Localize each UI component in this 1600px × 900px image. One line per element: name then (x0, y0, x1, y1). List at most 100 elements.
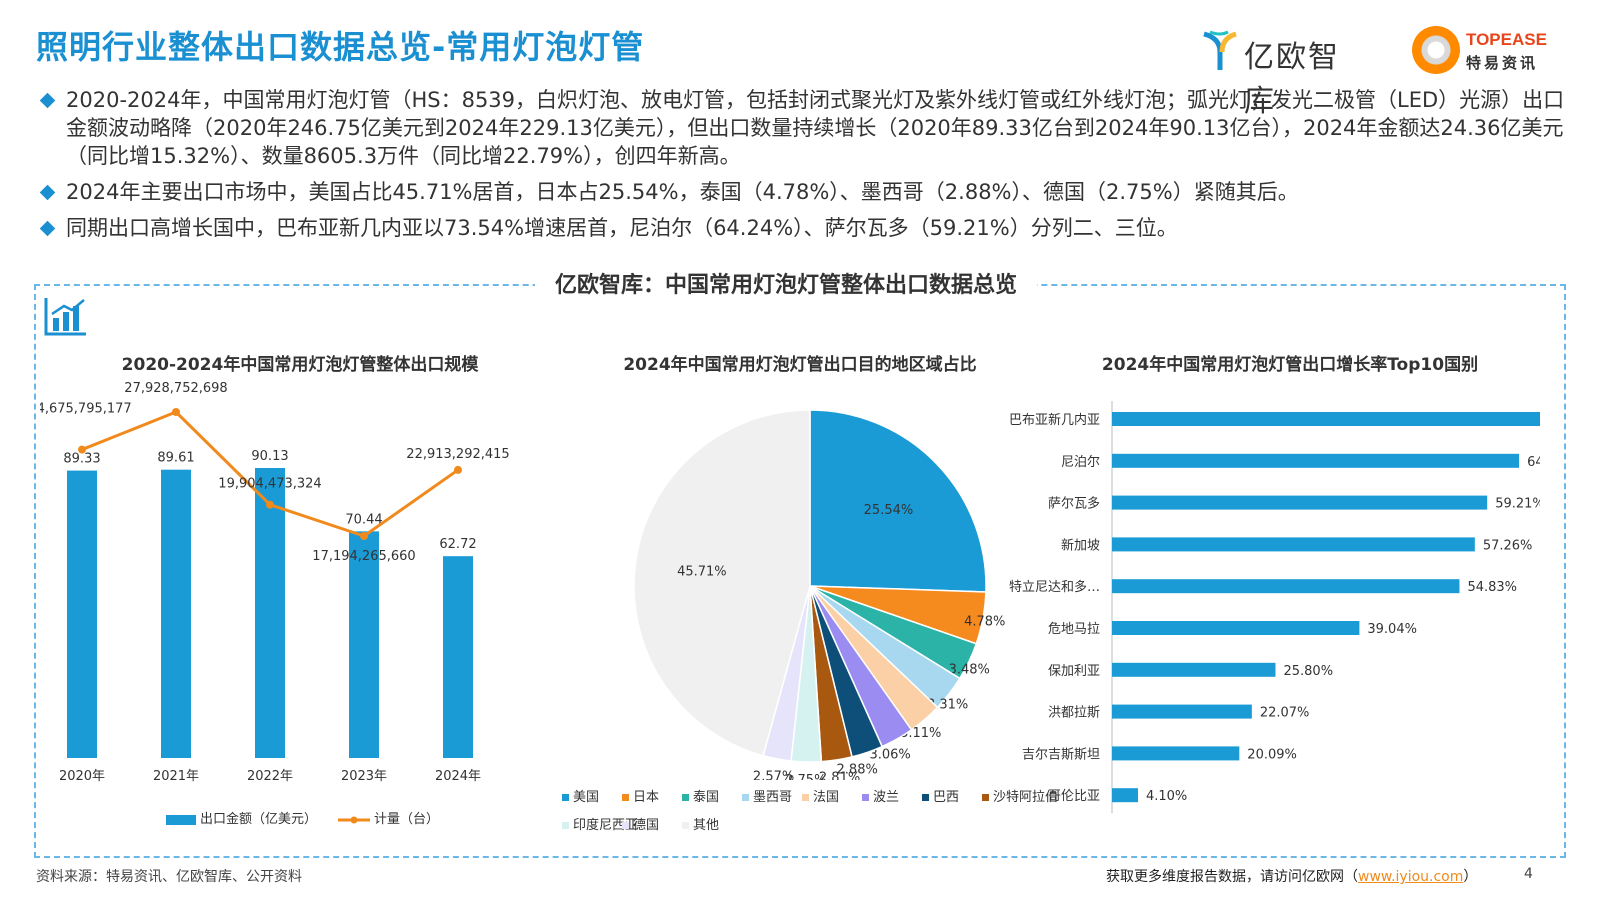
x-tick-label: 2024年 (435, 769, 481, 784)
bar (1112, 453, 1520, 468)
line-value-label: 19,904,473,324 (218, 477, 321, 492)
pie-value-label: 3.31% (927, 697, 968, 712)
destination-pie-chart: 25.54%4.78%3.48%3.31%3.11%3.06%2.88%2.81… (633, 409, 1005, 780)
legend-label: 美国 (573, 790, 600, 805)
legend-label: 德国 (633, 818, 660, 833)
legend-item: 巴西 (922, 786, 959, 805)
legend-label: 法国 (813, 790, 840, 805)
yiou-logo: 亿欧智库 (1200, 24, 1370, 119)
y-tick-label: 吉尔吉斯斯坦 (1022, 747, 1100, 762)
line-value-label: 24,675,795,177 (40, 402, 132, 417)
diamond-icon (39, 184, 56, 201)
page-title: 照明行业整体出口数据总览-常用灯泡灯管 (36, 28, 645, 66)
legend-swatch (862, 794, 869, 801)
bar (1112, 621, 1360, 635)
legend-item: 波兰 (862, 786, 899, 805)
x-tick-label: 2020年 (59, 769, 105, 784)
pie-slice (809, 409, 987, 593)
bar-value-label: 4.10% (1146, 789, 1187, 804)
legend-swatch (562, 822, 569, 829)
bar-value-label: 39.04% (1367, 622, 1417, 637)
legend-item-amount: 出口金额（亿美元） (166, 808, 317, 827)
bar (1112, 537, 1475, 552)
topease-logo-en: TOPEASE (1466, 30, 1547, 49)
bar-value-label: 89.33 (63, 452, 100, 467)
bar (161, 469, 191, 758)
legend-swatch (922, 794, 929, 801)
summary-bullets: 2020-2024年，中国常用灯泡灯管（HS：8539，白炽灯泡、放电灯管，包括… (36, 86, 1576, 250)
legend-swatch (562, 794, 569, 801)
line-value-label: 17,194,265,660 (312, 549, 415, 564)
line-value-label: 27,928,752,698 (124, 381, 227, 396)
legend-line-swatch (338, 816, 370, 823)
footer-note: 获取更多维度报告数据，请访问亿欧网（www.iyiou.com） (1106, 866, 1477, 886)
legend-item: 印度尼西亚 (562, 814, 638, 833)
pie-value-label: 3.06% (869, 748, 910, 763)
pie-value-label: 3.48% (949, 662, 990, 677)
chart1-legend: 出口金额（亿美元） 计量（台） (166, 808, 486, 828)
growth-top10-chart: 巴布亚新几内亚73.54%尼泊尔64.24%萨尔瓦多59.21%新加坡57.26… (1009, 401, 1540, 813)
line-value-label: 22,913,292,415 (406, 447, 509, 462)
pie-value-label: 2.57% (753, 770, 794, 780)
bullet-text: 2024年主要出口市场中，美国占比45.71%居首，日本占25.54%，泰国（4… (66, 180, 1299, 204)
bar (1112, 704, 1252, 719)
legend-swatch (682, 794, 689, 801)
legend-label: 出口金额（亿美元） (200, 812, 318, 827)
footer-text: 获取更多维度报告数据，请访问亿欧网（ (1106, 869, 1358, 885)
y-tick-label: 巴布亚新几内亚 (1009, 412, 1100, 428)
pie-value-label: 45.71% (677, 564, 727, 579)
line-point (454, 465, 462, 474)
y-tick-label: 保加利亚 (1048, 664, 1100, 679)
diamond-icon (39, 220, 56, 237)
bullet-1: 2020-2024年，中国常用灯泡灯管（HS：8539，白炽灯泡、放电灯管，包括… (36, 86, 1576, 170)
bullet-text: 同期出口高增长国中，巴布亚新几内亚以73.54%增速居首，尼泊尔（64.24%）… (66, 216, 1178, 240)
bar-value-label: 20.09% (1247, 747, 1297, 762)
bar-value-label: 25.80% (1283, 664, 1333, 679)
legend-item: 其他 (682, 814, 719, 833)
y-tick-label: 萨尔瓦多 (1048, 496, 1100, 512)
yiou-logo-text: 亿欧智库 (1244, 40, 1340, 119)
legend-swatch (166, 814, 196, 825)
legend-label: 沙特阿拉伯 (993, 790, 1059, 805)
legend-swatch (802, 794, 809, 801)
topease-logo: TOPEASE 特易资讯 (1412, 24, 1572, 80)
bar-value-label: 70.44 (345, 512, 382, 527)
x-tick-label: 2021年 (153, 769, 199, 784)
legend-swatch (982, 794, 989, 801)
panel-title: 亿欧智库：中国常用灯泡灯管整体出口数据总览 (535, 267, 1038, 299)
bullet-text: 2020-2024年，中国常用灯泡灯管（HS：8539，白炽灯泡、放电灯管，包括… (66, 88, 1565, 168)
x-tick-label: 2023年 (341, 769, 387, 784)
legend-swatch (682, 822, 689, 829)
pie-value-label: 2.88% (837, 762, 878, 777)
y-tick-label: 特立尼达和多… (1009, 579, 1100, 595)
legend-label: 计量（台） (374, 812, 440, 827)
diamond-icon (39, 92, 56, 109)
y-tick-label: 哥伦比亚 (1048, 789, 1100, 804)
bullet-2: 2024年主要出口市场中，美国占比45.71%居首，日本占25.54%，泰国（4… (36, 178, 1576, 206)
bar (1112, 662, 1276, 677)
footer-close: ） (1463, 869, 1478, 885)
legend-item-quantity: 计量（台） (338, 808, 439, 827)
bar-value-label: 59.21% (1495, 497, 1540, 512)
legend-item: 美国 (562, 786, 599, 805)
line-point (78, 445, 86, 454)
iyiou-link[interactable]: www.iyiou.com (1358, 869, 1464, 885)
chart3-title: 2024年中国常用灯泡灯管出口增长率Top10国别 (1101, 355, 1479, 375)
bar-value-label: 57.26% (1483, 538, 1533, 553)
y-tick-label: 新加坡 (1061, 537, 1100, 553)
yiou-logo-icon (1203, 30, 1237, 70)
bar (255, 468, 285, 758)
chart1-title: 2020-2024年中国常用灯泡灯管整体出口规模 (121, 355, 479, 375)
pie-value-label: 2.81% (819, 771, 860, 780)
bar (1112, 412, 1540, 426)
line-point (172, 408, 180, 416)
chart-icon (44, 298, 86, 336)
page-number: 4 (1524, 866, 1533, 882)
pie-value-label: 25.54% (864, 503, 914, 518)
line-point (360, 532, 368, 540)
bar-value-label: 89.61 (157, 451, 194, 466)
bar-value-label: 54.83% (1467, 580, 1517, 595)
pie-value-label: 4.78% (964, 615, 1005, 630)
legend-label: 日本 (633, 790, 660, 805)
bar (1112, 579, 1460, 594)
